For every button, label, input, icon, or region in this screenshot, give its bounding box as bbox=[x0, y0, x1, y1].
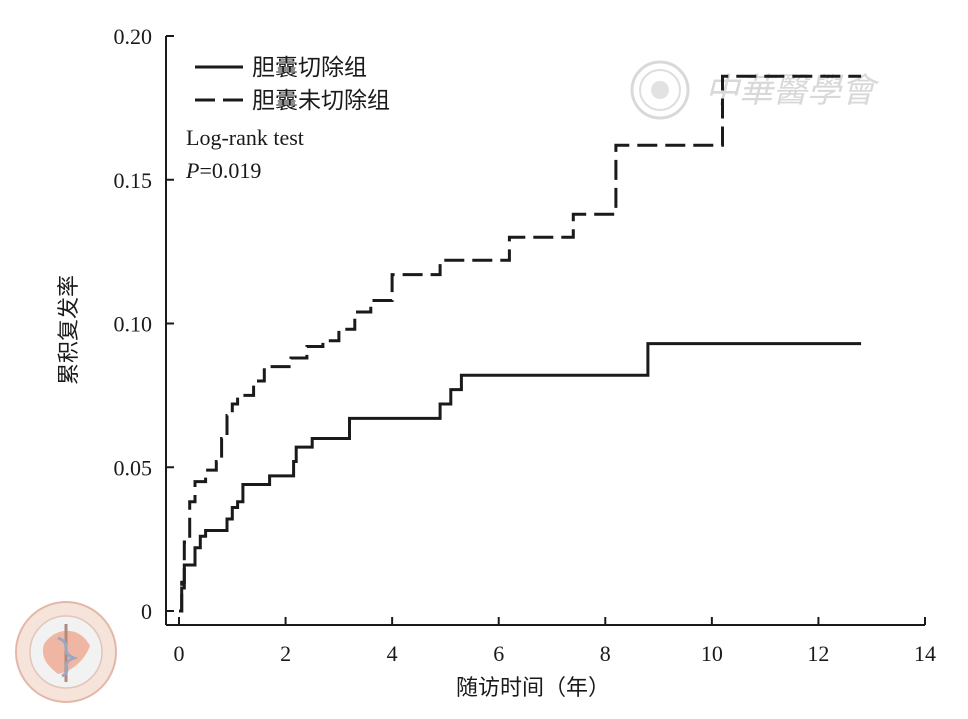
y-tick-label-4: 0.20 bbox=[114, 24, 153, 49]
legend-label-0: 胆囊切除组 bbox=[252, 55, 367, 81]
watermark: 中華醫學會 bbox=[630, 60, 880, 120]
y-axis-title: 累积复发率 bbox=[57, 275, 82, 385]
x-tick-label-6: 12 bbox=[807, 641, 829, 666]
watermark-seal-icon bbox=[630, 60, 690, 120]
legend-item-1: 胆囊未切除组 bbox=[195, 88, 390, 114]
p-value-text: P=0.019 bbox=[185, 158, 261, 183]
y-tick-label-3: 0.15 bbox=[114, 168, 153, 193]
legend-item-0: 胆囊切除组 bbox=[195, 55, 367, 81]
x-tick-label-5: 10 bbox=[701, 641, 723, 666]
x-tick-label-3: 6 bbox=[493, 641, 504, 666]
test-label: Log‑rank test bbox=[186, 125, 304, 150]
series-layer bbox=[179, 74, 862, 613]
axes bbox=[165, 36, 925, 626]
legend-label-1: 胆囊未切除组 bbox=[252, 88, 390, 114]
legend: 胆囊切除组 胆囊未切除组 bbox=[195, 55, 390, 114]
x-ticks: 0 2 4 6 8 10 12 14 bbox=[174, 617, 936, 666]
series-line-0 bbox=[179, 342, 862, 613]
association-logo-icon bbox=[15, 601, 117, 703]
y-tick-label-2: 0.10 bbox=[114, 312, 153, 337]
y-ticks: 0 0.05 0.10 0.15 0.20 bbox=[114, 24, 174, 624]
x-tick-label-7: 14 bbox=[914, 641, 936, 666]
p-value: =0.019 bbox=[199, 158, 261, 183]
x-tick-label-0: 0 bbox=[174, 641, 185, 666]
x-tick-label-1: 2 bbox=[280, 641, 291, 666]
series-line-1 bbox=[179, 74, 862, 613]
x-tick-label-2: 4 bbox=[387, 641, 398, 666]
p-label: P bbox=[185, 158, 199, 183]
x-tick-label-4: 8 bbox=[600, 641, 611, 666]
y-tick-label-0: 0 bbox=[141, 599, 152, 624]
x-axis-title: 随访时间（年） bbox=[456, 676, 610, 701]
y-tick-label-1: 0.05 bbox=[114, 455, 153, 480]
stat-annotation: Log‑rank test P=0.019 bbox=[185, 125, 304, 183]
